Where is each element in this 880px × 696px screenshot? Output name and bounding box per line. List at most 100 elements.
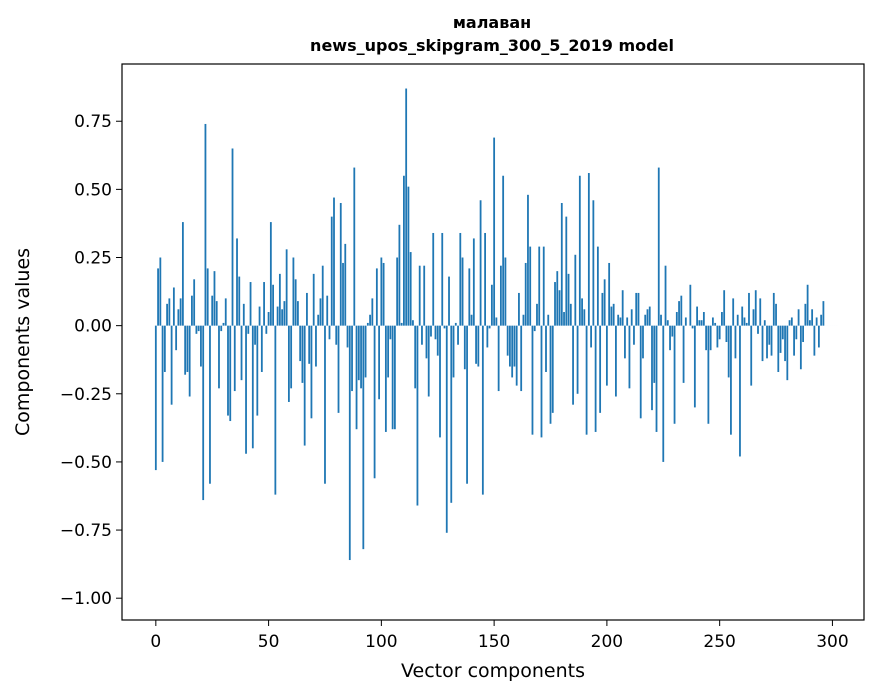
bar (211, 295, 214, 326)
bar (639, 325, 642, 419)
bar (337, 325, 340, 413)
x-tick-label: 300 (816, 632, 848, 652)
bar (671, 325, 674, 337)
bar (630, 309, 633, 326)
bar (251, 325, 254, 449)
bar (452, 325, 455, 378)
x-tick-label: 50 (258, 632, 280, 652)
bar (817, 325, 820, 348)
bar (684, 317, 687, 326)
bar (531, 325, 534, 435)
bar (209, 325, 211, 484)
bar (554, 282, 556, 326)
bar (558, 290, 561, 326)
bar (184, 325, 187, 375)
bar (741, 306, 744, 326)
bar (457, 325, 459, 345)
x-tick-label: 250 (703, 632, 735, 652)
bar (599, 325, 602, 413)
bar (495, 317, 498, 326)
bar (705, 325, 708, 351)
bar (301, 325, 304, 383)
bar (412, 320, 414, 326)
bar (542, 246, 545, 326)
bar (222, 322, 225, 326)
bar (696, 306, 698, 326)
bar (432, 232, 435, 326)
bar (716, 325, 719, 348)
bar (610, 306, 613, 326)
y-tick-label: −0.25 (60, 385, 112, 405)
bar (479, 200, 482, 326)
x-tick-label: 0 (150, 632, 161, 652)
y-axis-ticks: −1.00 −0.75 −0.50 −0.25 0.00 0.25 0.50 0.75 (60, 112, 122, 609)
bar (750, 325, 753, 386)
bar (348, 325, 351, 561)
bar (763, 320, 766, 326)
bar (382, 262, 385, 326)
bar (637, 292, 640, 326)
bar (727, 325, 730, 378)
bar (574, 254, 577, 326)
bar (434, 325, 437, 340)
bar (736, 314, 739, 326)
bar (245, 325, 247, 454)
bar (536, 303, 538, 326)
bar (615, 325, 617, 397)
x-axis-label: Vector components (401, 660, 585, 682)
bar (563, 312, 565, 326)
bar (466, 325, 468, 484)
bar (357, 325, 360, 381)
bar (772, 292, 775, 326)
bar (229, 325, 232, 422)
bar (533, 325, 536, 332)
bar (754, 290, 757, 326)
bar (745, 322, 748, 326)
bar (290, 325, 293, 389)
bar (660, 314, 662, 326)
bar (391, 325, 394, 430)
bar (260, 325, 263, 372)
bar (551, 325, 554, 413)
bar (497, 325, 500, 392)
bar (213, 271, 216, 326)
bar (202, 325, 205, 501)
chart-subtitle: news_upos_skipgram_300_5_2019 model (310, 36, 674, 55)
bar (430, 325, 432, 337)
bar (344, 243, 347, 326)
bar (815, 317, 818, 326)
bar (339, 203, 342, 326)
bar (644, 314, 647, 326)
bar (786, 325, 789, 381)
bar (560, 203, 563, 326)
bar (366, 322, 369, 326)
y-tick-label: 0.25 (74, 249, 112, 269)
bar (675, 312, 678, 326)
bar (633, 325, 635, 345)
y-tick-label: 0.50 (74, 180, 112, 200)
bar (605, 325, 608, 386)
bar (538, 246, 541, 326)
bar (612, 303, 615, 326)
bar (425, 325, 428, 359)
bar (369, 314, 371, 326)
bar (227, 325, 229, 416)
bar (335, 325, 338, 345)
bar (653, 325, 656, 383)
bar (790, 317, 793, 326)
bar (678, 301, 680, 326)
bar (673, 325, 676, 424)
bar (470, 314, 473, 326)
bar (813, 325, 816, 356)
bar (475, 325, 477, 364)
bar (757, 325, 759, 334)
bar (299, 325, 302, 362)
bar (725, 325, 728, 342)
bar (306, 292, 308, 326)
bar (617, 314, 620, 326)
bar (626, 317, 629, 326)
bar (669, 325, 671, 351)
bar (285, 249, 288, 326)
bar (797, 309, 800, 326)
bar (423, 265, 426, 326)
